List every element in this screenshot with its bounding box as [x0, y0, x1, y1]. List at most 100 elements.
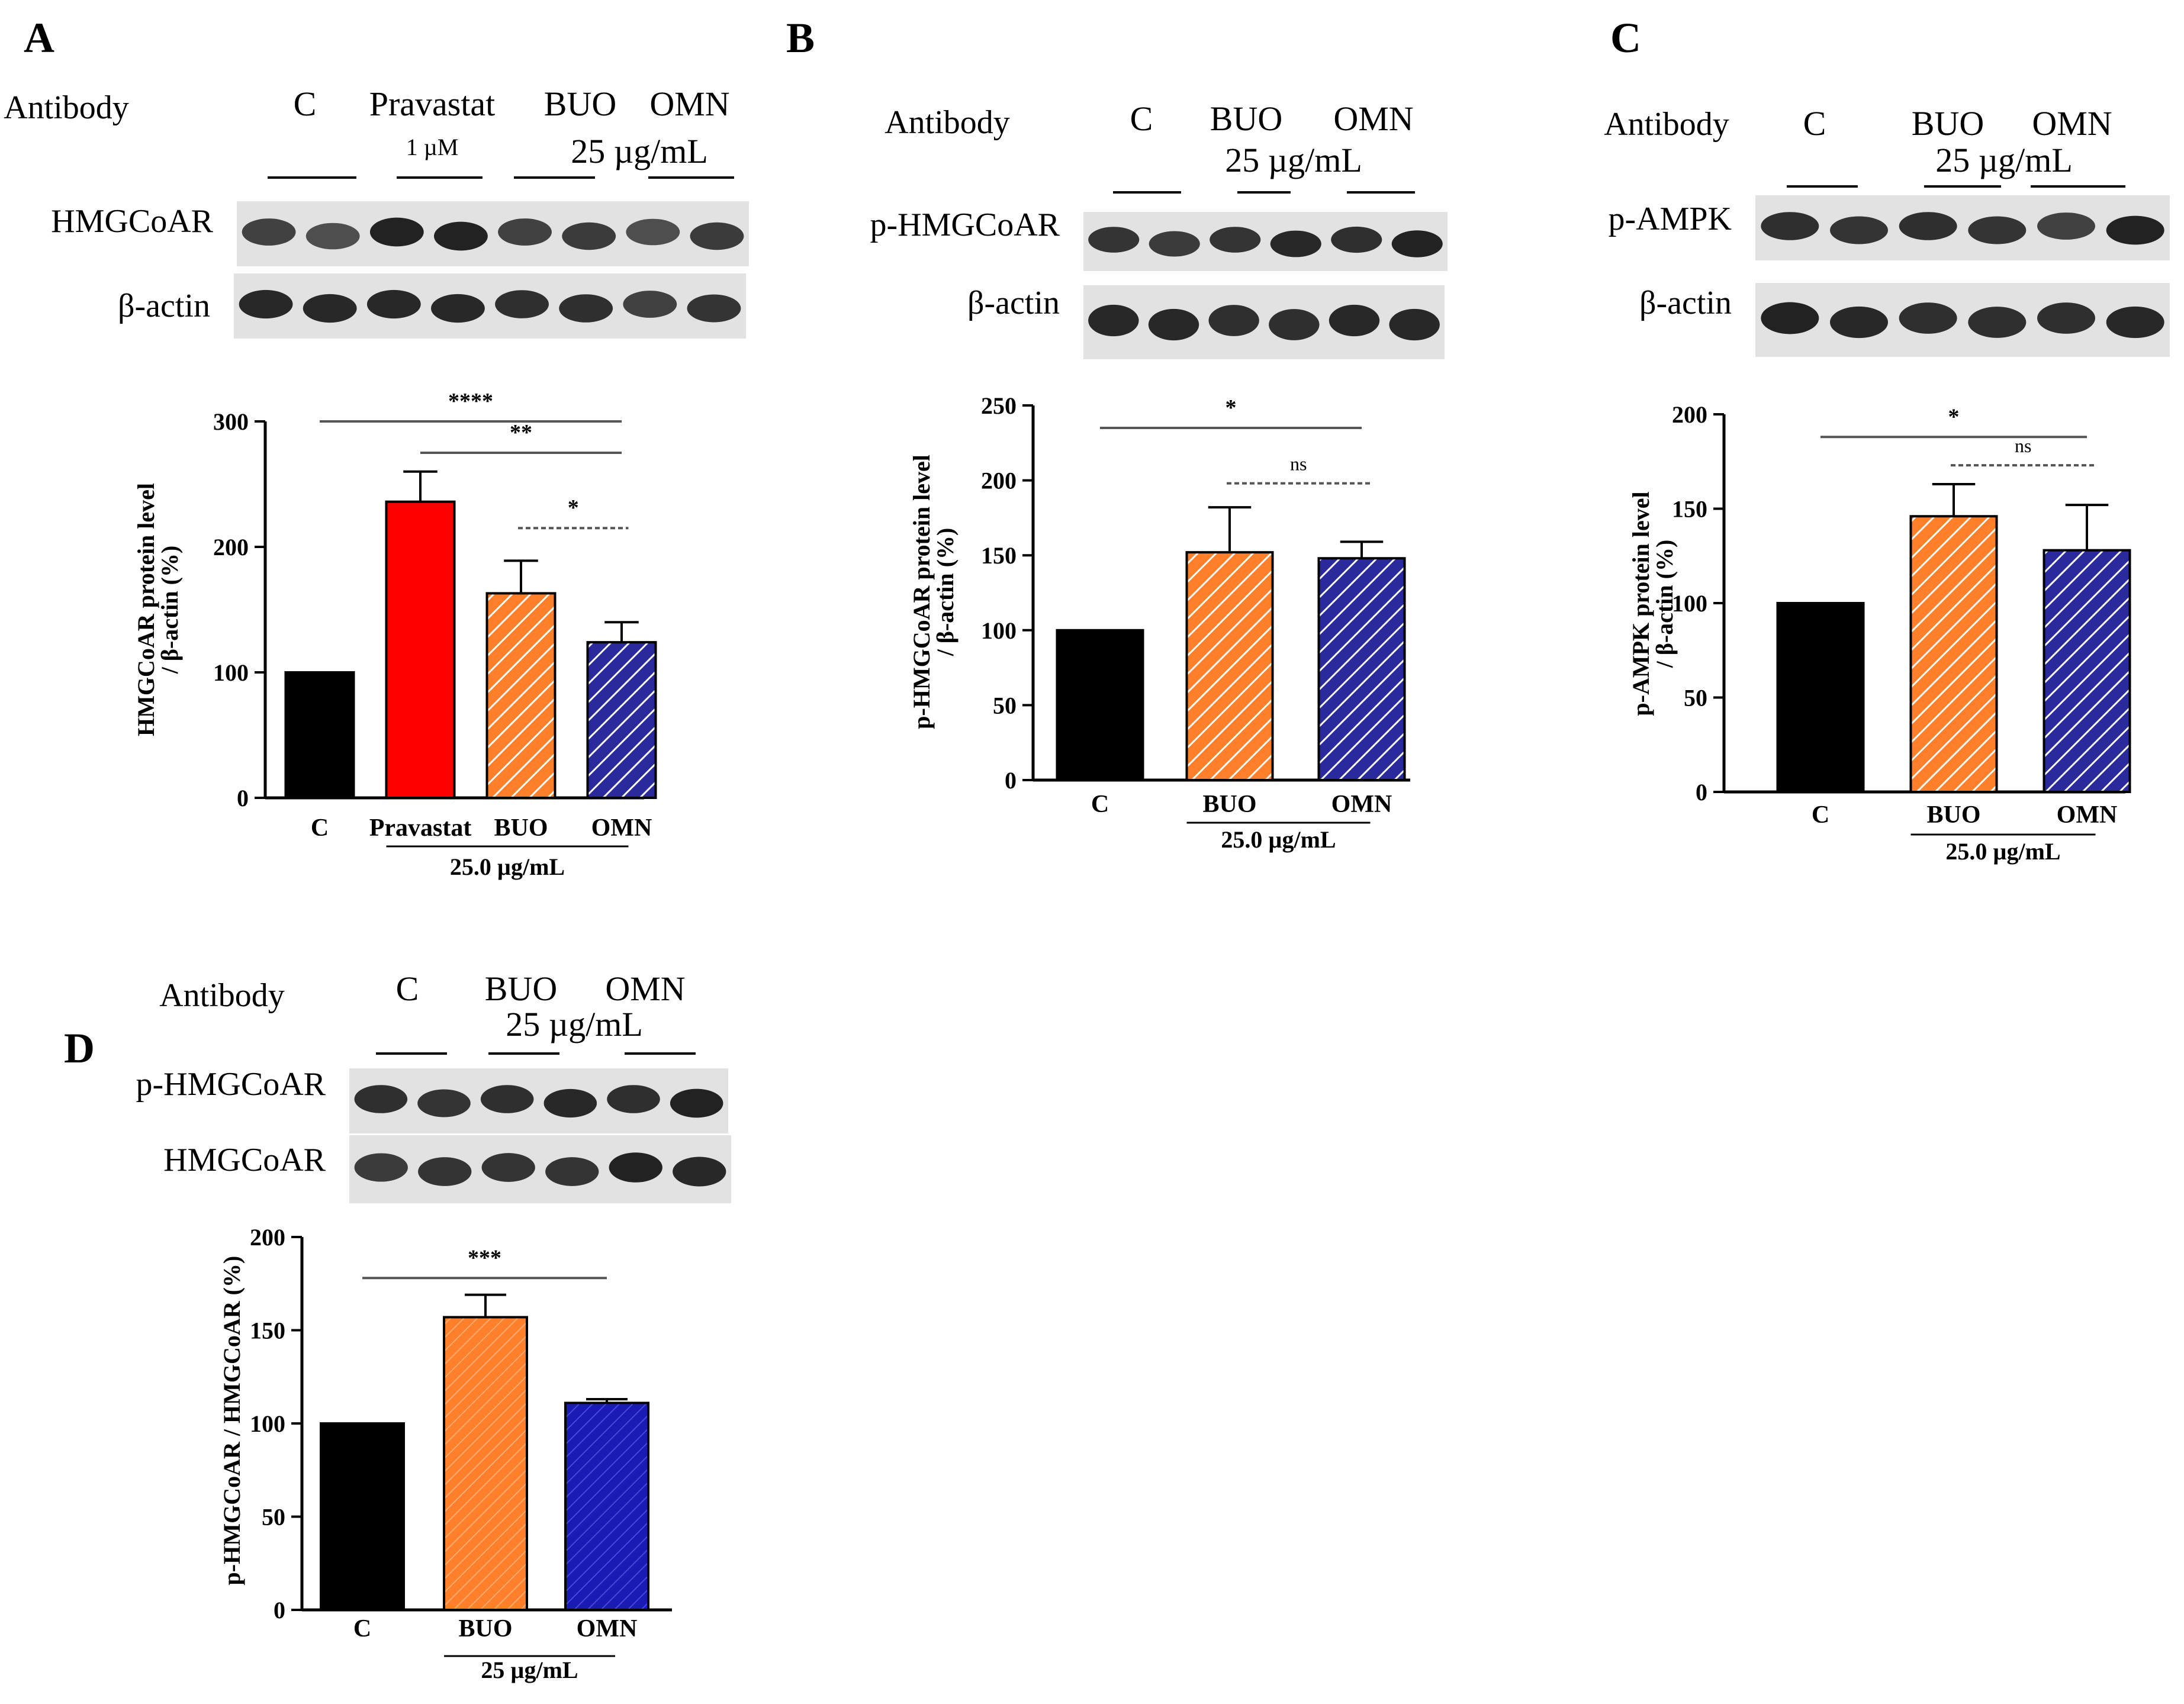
blot-band [354, 1085, 408, 1113]
y-tick-label: 50 [262, 1504, 285, 1531]
blot-concentration-label: 25 µg/mL [506, 1005, 643, 1043]
blot-concentration-label: 25 µg/mL [1935, 141, 2073, 179]
blot-band [495, 290, 549, 318]
blot-row-label: HMGCoAR [51, 203, 213, 240]
blot-band [1391, 230, 1443, 257]
group-label: 25.0 µg/mL [1945, 838, 2060, 865]
category-label: OMN [591, 814, 652, 842]
bar-pravastat [385, 500, 456, 799]
panel-letter: B [786, 14, 815, 62]
blot-band [687, 294, 741, 323]
blot-band [303, 294, 357, 323]
blot-band [1761, 212, 1819, 240]
category-label: BUO [494, 814, 548, 842]
significance-label: ns [2015, 435, 2031, 456]
blot-band [1088, 304, 1139, 337]
blot-band [239, 289, 293, 319]
blot-band [1148, 308, 1199, 341]
bar-omn [1317, 557, 1406, 781]
y-tick-label: 150 [1672, 496, 1707, 523]
blot-band [418, 1157, 472, 1186]
blot-band [1269, 309, 1320, 340]
y-axis-label: HMGCoAR protein level [133, 483, 159, 736]
category-label: C [1812, 801, 1829, 829]
y-axis-label: / β-actin (%) [1651, 540, 1678, 669]
blot-band [498, 218, 552, 246]
y-tick-label: 100 [1672, 590, 1707, 617]
significance-label: * [1226, 395, 1237, 420]
y-tick-label: 50 [1684, 685, 1707, 711]
y-axis-label: p-HMGCoAR protein level [908, 455, 935, 729]
blot-group-label: C [294, 85, 317, 123]
blot-band [607, 1085, 660, 1113]
blot-membrane [349, 1135, 731, 1203]
significance-label: **** [448, 389, 493, 414]
blot-concentration-label: 25 µg/mL [571, 132, 708, 170]
y-tick-label: 200 [1672, 401, 1707, 428]
bar-c [1056, 629, 1144, 782]
blot-group-label: BUO [1210, 99, 1282, 138]
blot-band [242, 218, 296, 246]
y-axis-label: / β-actin (%) [156, 546, 183, 675]
blot-band [2106, 306, 2164, 339]
category-label: C [1091, 791, 1109, 818]
category-label: BUO [458, 1615, 512, 1642]
blot-band [434, 221, 488, 251]
blot-group-label: BUO [544, 85, 616, 123]
blot-group-label: Pravastat [369, 85, 496, 123]
blot-membrane [349, 1068, 728, 1133]
blot-band [2106, 215, 2164, 245]
y-tick-label: 100 [250, 1410, 285, 1437]
blot-band [545, 1157, 599, 1186]
bar-c [320, 1422, 405, 1611]
category-label: C [353, 1615, 371, 1642]
blot-band [562, 222, 616, 250]
blot-band [609, 1152, 662, 1183]
y-tick-label: 0 [1005, 767, 1017, 794]
blot-band [417, 1089, 471, 1117]
blot-row-label: p-HMGCoAR [870, 207, 1060, 243]
blot-band [1968, 307, 2027, 338]
blot-band [481, 1153, 535, 1182]
blot-band [1968, 216, 2027, 244]
blot-band [670, 1088, 723, 1118]
blot-row-label: β-actin [118, 288, 210, 324]
blot-band [690, 222, 744, 250]
significance-label: *** [468, 1245, 501, 1270]
blot-group-sublabel: 1 µM [406, 134, 459, 160]
blot-band [2037, 302, 2095, 334]
bar-c [284, 671, 355, 799]
bar-buo [1185, 551, 1274, 781]
blot-band [623, 291, 677, 318]
category-label: OMN [2057, 801, 2118, 829]
bar-buo [443, 1316, 528, 1611]
antibody-label: Antibody [159, 977, 285, 1014]
bar-omn [564, 1402, 649, 1612]
blot-band [559, 294, 613, 323]
blot-group-label: BUO [485, 969, 557, 1008]
category-label: BUO [1926, 801, 1980, 829]
blot-membrane [1083, 212, 1448, 271]
bar-buo [485, 592, 557, 799]
blot-band [305, 223, 360, 250]
bar-omn [586, 641, 657, 799]
group-label: 25.0 µg/mL [450, 853, 565, 880]
blot-band [1830, 216, 1888, 244]
blot-group-label: OMN [2032, 104, 2112, 143]
blot-band [1899, 212, 1957, 240]
antibody-label: Antibody [1604, 106, 1729, 143]
blot-band [1389, 308, 1440, 341]
blot-band [1830, 306, 1888, 339]
y-axis-label: p-AMPK protein level [1627, 491, 1654, 716]
blot-band [1210, 227, 1261, 253]
blot-band [543, 1088, 597, 1118]
y-axis-label: / β-actin (%) [932, 528, 958, 657]
y-tick-label: 300 [213, 408, 249, 435]
blot-row-label: HMGCoAR [163, 1142, 326, 1178]
blot-group-label: OMN [605, 969, 685, 1008]
blot-band [626, 218, 680, 246]
blot-band [673, 1157, 726, 1187]
panel-letter: C [1610, 14, 1641, 62]
blot-group-label: C [396, 969, 419, 1008]
blot-band [1761, 302, 1819, 334]
